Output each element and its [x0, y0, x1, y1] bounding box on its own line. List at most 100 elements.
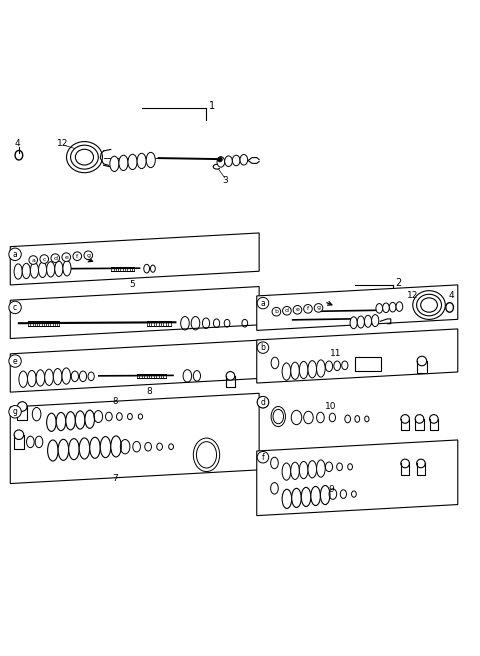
Ellipse shape — [69, 439, 79, 460]
Polygon shape — [257, 285, 458, 331]
Text: 5: 5 — [130, 280, 135, 289]
Ellipse shape — [317, 360, 325, 377]
Circle shape — [417, 459, 425, 468]
Ellipse shape — [48, 440, 58, 461]
Text: 8: 8 — [146, 387, 152, 396]
Ellipse shape — [100, 437, 111, 458]
Circle shape — [14, 430, 24, 440]
Text: g: g — [86, 253, 90, 258]
Text: 11: 11 — [330, 348, 341, 358]
Ellipse shape — [350, 317, 357, 329]
Ellipse shape — [47, 262, 55, 277]
Circle shape — [9, 355, 21, 367]
Circle shape — [283, 306, 291, 315]
Circle shape — [73, 252, 82, 260]
Polygon shape — [10, 233, 259, 285]
Text: 9: 9 — [328, 485, 334, 493]
Circle shape — [40, 255, 48, 264]
Text: 10: 10 — [325, 402, 336, 411]
Ellipse shape — [308, 461, 317, 478]
Circle shape — [257, 342, 269, 354]
Ellipse shape — [22, 263, 30, 279]
Text: c: c — [13, 303, 17, 312]
Text: 12: 12 — [57, 139, 69, 148]
Ellipse shape — [240, 155, 248, 165]
Text: d: d — [261, 398, 265, 407]
Ellipse shape — [110, 156, 119, 171]
Circle shape — [17, 401, 27, 411]
Circle shape — [417, 356, 427, 366]
Circle shape — [293, 306, 302, 314]
Circle shape — [314, 304, 323, 312]
Text: d: d — [285, 308, 289, 314]
Polygon shape — [10, 340, 259, 392]
Circle shape — [430, 415, 438, 423]
Ellipse shape — [111, 436, 121, 457]
Text: 8: 8 — [113, 397, 118, 406]
Circle shape — [9, 301, 21, 314]
Text: f: f — [76, 254, 78, 258]
Text: g: g — [12, 407, 17, 417]
Ellipse shape — [301, 487, 311, 506]
Text: e: e — [296, 307, 300, 312]
Text: 12: 12 — [407, 291, 418, 300]
Ellipse shape — [291, 462, 300, 480]
Ellipse shape — [58, 440, 69, 461]
Ellipse shape — [90, 438, 100, 459]
Circle shape — [415, 415, 424, 423]
Ellipse shape — [300, 461, 308, 479]
Polygon shape — [257, 329, 458, 383]
Polygon shape — [257, 440, 458, 516]
Ellipse shape — [27, 371, 36, 386]
Circle shape — [29, 256, 37, 264]
Text: 1: 1 — [209, 102, 215, 112]
Ellipse shape — [56, 413, 66, 430]
Ellipse shape — [376, 304, 383, 313]
Circle shape — [9, 405, 21, 418]
Ellipse shape — [308, 361, 317, 378]
Text: e: e — [64, 255, 68, 260]
Ellipse shape — [282, 489, 292, 508]
Ellipse shape — [372, 315, 379, 327]
Ellipse shape — [291, 362, 300, 379]
Text: b: b — [275, 309, 278, 314]
Ellipse shape — [146, 152, 156, 168]
Ellipse shape — [66, 412, 75, 430]
Text: 2: 2 — [396, 279, 402, 289]
Circle shape — [217, 157, 222, 162]
Text: a: a — [31, 258, 35, 262]
Text: b: b — [261, 343, 265, 352]
Ellipse shape — [30, 263, 38, 278]
Ellipse shape — [75, 411, 85, 429]
Ellipse shape — [225, 156, 232, 167]
Ellipse shape — [55, 261, 63, 276]
Circle shape — [304, 304, 312, 313]
Ellipse shape — [311, 486, 321, 506]
Ellipse shape — [396, 302, 403, 312]
Ellipse shape — [357, 316, 364, 328]
Ellipse shape — [119, 155, 128, 171]
Circle shape — [401, 459, 409, 468]
Ellipse shape — [45, 369, 53, 386]
Text: a: a — [261, 298, 265, 308]
Ellipse shape — [14, 264, 22, 279]
Ellipse shape — [128, 154, 137, 170]
Text: a: a — [12, 250, 17, 259]
Circle shape — [84, 251, 93, 260]
Text: f: f — [262, 453, 264, 462]
Ellipse shape — [47, 413, 56, 432]
Ellipse shape — [36, 370, 45, 386]
Text: d: d — [53, 256, 57, 260]
FancyBboxPatch shape — [355, 357, 381, 371]
Ellipse shape — [137, 154, 146, 169]
Ellipse shape — [292, 488, 301, 508]
Ellipse shape — [62, 368, 71, 384]
Polygon shape — [10, 394, 259, 483]
Ellipse shape — [85, 410, 95, 428]
Ellipse shape — [53, 369, 62, 385]
Circle shape — [272, 308, 281, 316]
Ellipse shape — [79, 438, 90, 459]
Text: c: c — [43, 256, 46, 262]
Circle shape — [257, 451, 269, 463]
Ellipse shape — [38, 262, 47, 277]
